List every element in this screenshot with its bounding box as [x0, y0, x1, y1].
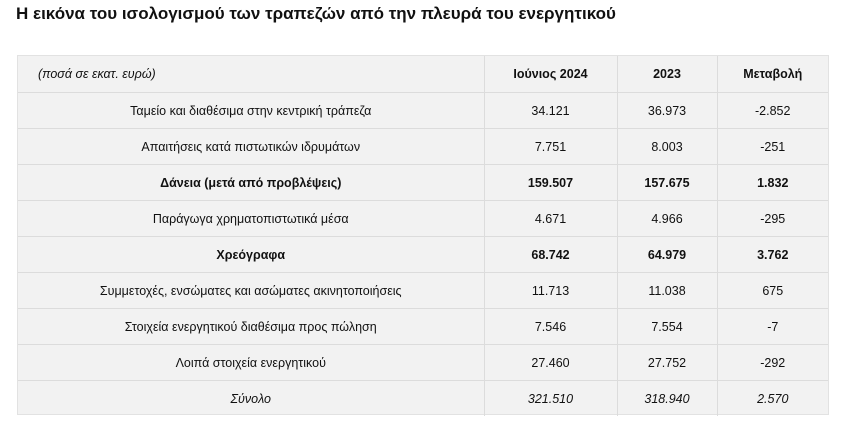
total-label: Σύνολο: [18, 380, 485, 416]
table-row: Χρεόγραφα 68.742 64.979 3.762: [18, 236, 828, 273]
total-year-2023-value: 318.940: [617, 380, 718, 416]
change-header: Μεταβολή: [717, 56, 828, 93]
year-2023-value: 27.752: [617, 344, 718, 381]
change-value: -7: [717, 308, 828, 345]
change-value: -2.852: [717, 92, 828, 129]
change-value: 3.762: [717, 236, 828, 273]
year-2023-value: 36.973: [617, 92, 718, 129]
total-change-value: 2.570: [757, 391, 789, 406]
change-value: 675: [717, 272, 828, 309]
change-value: -295: [717, 200, 828, 237]
row-label: Παράγωγα χρηματοπιστωτικά μέσα: [18, 200, 485, 237]
row-label: Χρεόγραφα: [18, 236, 485, 273]
year-2023-value: 11.038: [617, 272, 718, 309]
total-row: Σύνολο 321.510 318.940 2.570: [18, 380, 828, 416]
change-value: 1.832: [717, 164, 828, 201]
table-row: Λοιπά στοιχεία ενεργητικού 27.460 27.752…: [18, 344, 828, 381]
row-label: Απαιτήσεις κατά πιστωτικών ιδρυμάτων: [18, 128, 485, 165]
june-2024-value: 27.460: [484, 344, 618, 381]
row-label: Στοιχεία ενεργητικού διαθέσιμα προς πώλη…: [18, 308, 485, 345]
june-2024-value: 7.751: [484, 128, 618, 165]
year-2023-value: 7.554: [617, 308, 718, 345]
page-title: Η εικόνα του ισολογισμού των τραπεζών απ…: [16, 4, 616, 23]
year-2023-value: 64.979: [617, 236, 718, 273]
year-2023-value: 4.966: [617, 200, 718, 237]
total-june-2024-value: 321.510: [484, 380, 618, 416]
table-row: Απαιτήσεις κατά πιστωτικών ιδρυμάτων 7.7…: [18, 128, 828, 165]
june-2024-header: Ιούνιος 2024: [484, 56, 618, 93]
units-header: (ποσά σε εκατ. ευρώ): [18, 56, 485, 93]
year-2023-value: 8.003: [617, 128, 718, 165]
table-row: Συμμετοχές, ενσώματες και ασώματες ακινη…: [18, 272, 828, 309]
row-label: Συμμετοχές, ενσώματες και ασώματες ακινη…: [18, 272, 485, 309]
table-row: Παράγωγα χρηματοπιστωτικά μέσα 4.671 4.9…: [18, 200, 828, 237]
table-row: Στοιχεία ενεργητικού διαθέσιμα προς πώλη…: [18, 308, 828, 345]
change-value: -251: [717, 128, 828, 165]
change-value: -292: [717, 344, 828, 381]
table-row: Δάνεια (μετά από προβλέψεις) 159.507 157…: [18, 164, 828, 201]
balance-sheet-table: (ποσά σε εκατ. ευρώ) Ιούνιος 2024 2023 Μ…: [18, 56, 828, 416]
table-row: Ταμείο και διαθέσιμα στην κεντρική τράπε…: [18, 92, 828, 129]
balance-sheet-table-container: (ποσά σε εκατ. ευρώ) Ιούνιος 2024 2023 Μ…: [17, 55, 829, 416]
row-label: Λοιπά στοιχεία ενεργητικού: [18, 344, 485, 381]
year-2023-value: 157.675: [617, 164, 718, 201]
june-2024-value: 11.713: [484, 272, 618, 309]
year-2023-header: 2023: [617, 56, 718, 93]
june-2024-value: 7.546: [484, 308, 618, 345]
june-2024-value: 34.121: [484, 92, 618, 129]
june-2024-value: 68.742: [484, 236, 618, 273]
row-label: Δάνεια (μετά από προβλέψεις): [18, 164, 485, 201]
table-header-row: (ποσά σε εκατ. ευρώ) Ιούνιος 2024 2023 Μ…: [18, 56, 828, 93]
june-2024-value: 4.671: [484, 200, 618, 237]
june-2024-value: 159.507: [484, 164, 618, 201]
row-label: Ταμείο και διαθέσιμα στην κεντρική τράπε…: [18, 92, 485, 129]
